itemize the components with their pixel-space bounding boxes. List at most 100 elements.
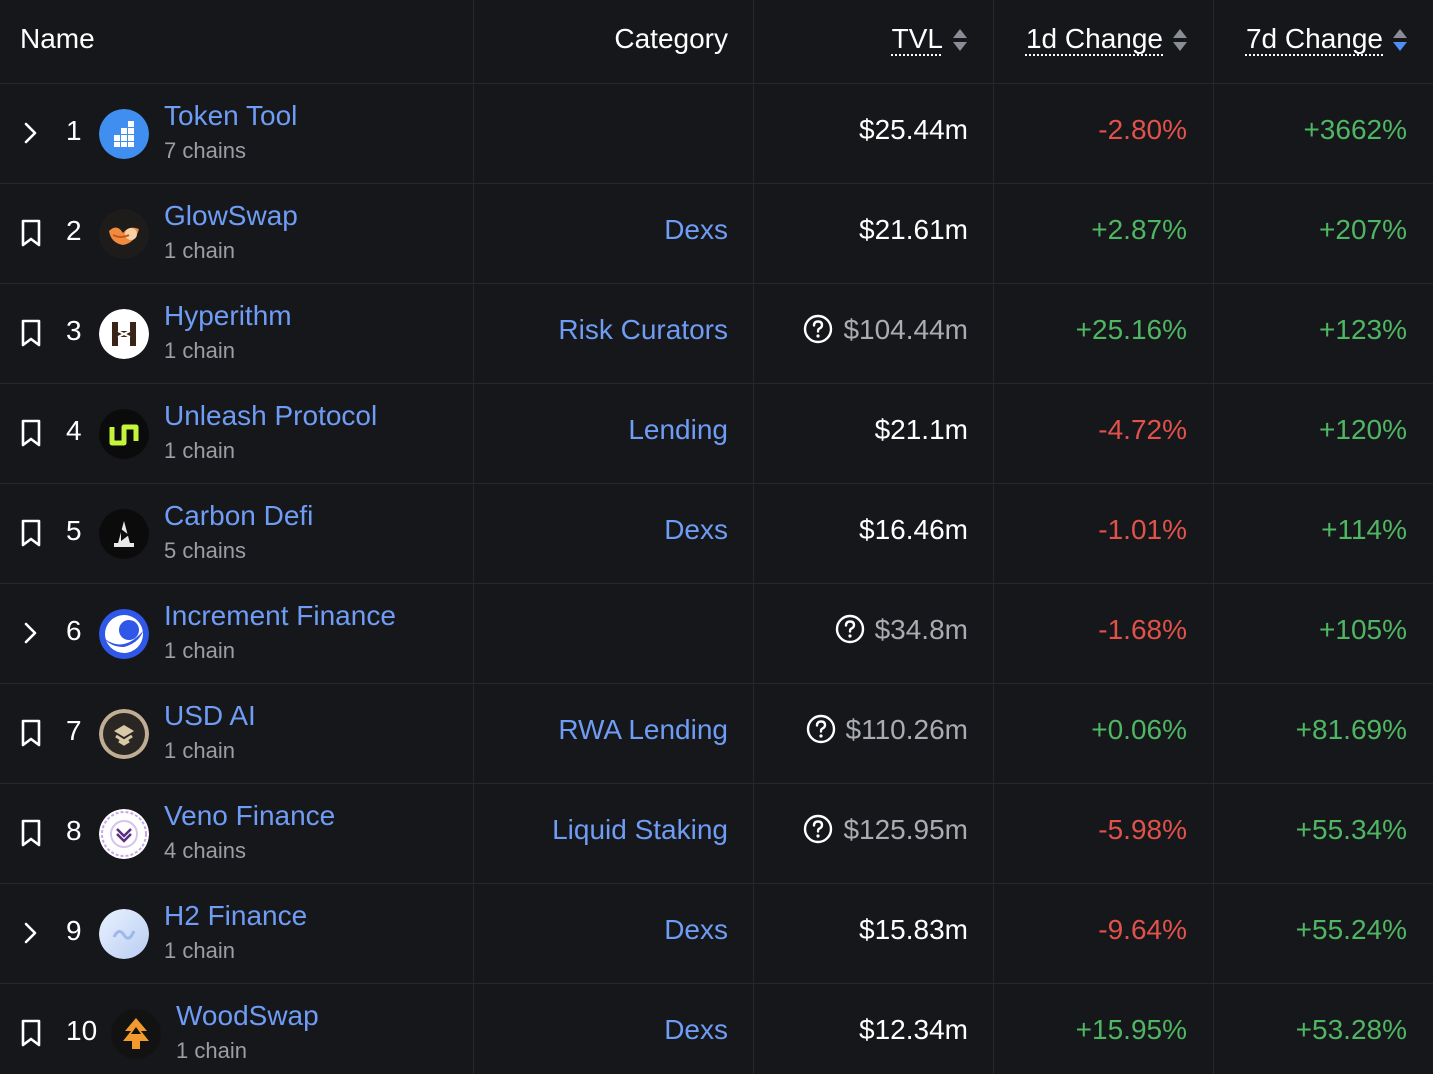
tvl-value: $21.1m [875, 413, 968, 447]
hyperithm-logo [99, 309, 149, 359]
change-1d-value: -9.64% [1098, 914, 1187, 945]
change-1d-value: +2.87% [1091, 214, 1187, 245]
protocol-name-link[interactable]: WoodSwap [176, 1000, 319, 1031]
column-divider [753, 0, 754, 1074]
glowswap-logo [99, 209, 149, 259]
rank-number: 6 [66, 615, 82, 646]
tvl-amount: $21.1m [874, 414, 968, 445]
tvl-amount: $21.61m [859, 214, 968, 245]
header-7d-change-sort[interactable]: 7d Change [1246, 22, 1407, 56]
change-1d-value: -2.80% [1098, 114, 1187, 145]
header-category: Category [614, 23, 728, 54]
change-7d-value: +120% [1319, 414, 1407, 445]
header-1d-change-sort[interactable]: 1d Change [1026, 22, 1187, 56]
bookmark-icon[interactable] [18, 318, 44, 348]
bookmark-icon[interactable] [18, 218, 44, 248]
rank-number: 5 [66, 515, 82, 546]
category-link[interactable]: Dexs [664, 914, 728, 945]
chain-count: 1 chain [164, 938, 235, 963]
rank-number: 8 [66, 815, 82, 846]
bookmark-icon[interactable] [18, 418, 44, 448]
change-7d-value: +114% [1321, 514, 1407, 545]
protocol-name-link[interactable]: Carbon Defi [164, 500, 314, 531]
protocol-name-link[interactable]: USD AI [164, 700, 256, 731]
header-tvl-label: TVL [891, 23, 943, 54]
bookmark-icon[interactable] [18, 518, 44, 548]
change-7d-value: +207% [1319, 214, 1407, 245]
change-1d-value: +0.06% [1091, 714, 1187, 745]
protocol-name-link[interactable]: Unleash Protocol [164, 400, 378, 431]
protocol-name-link[interactable]: Hyperithm [164, 300, 292, 331]
h2-finance-logo [99, 909, 149, 959]
protocol-name-link[interactable]: Increment Finance [164, 600, 396, 631]
bookmark-icon[interactable] [18, 818, 44, 848]
change-7d-value: +123% [1319, 314, 1407, 345]
chain-count: 7 chains [164, 138, 246, 163]
rank-number: 10 [66, 1015, 98, 1046]
category-link[interactable]: Liquid Staking [552, 814, 728, 845]
chain-count: 1 chain [176, 1038, 247, 1063]
tvl-amount: $15.83m [859, 914, 968, 945]
table-row[interactable]: 1 Token Tool 7 chains $25.44m -2.80% +3662% [0, 84, 1433, 184]
table-row[interactable]: 2 GlowSwap 1 chain Dexs $21.61m +2.87% +207% [0, 184, 1433, 284]
tvl-value: $15.83m [859, 913, 968, 947]
header-7d-change-label: 7d Change [1245, 23, 1383, 54]
bookmark-icon[interactable] [18, 718, 44, 748]
rank-number: 3 [66, 315, 82, 346]
table-row[interactable]: 5 Carbon Defi 5 chains Dexs $16.46m -1.01% +11… [0, 484, 1433, 584]
help-circle-icon[interactable] [803, 314, 833, 344]
change-7d-value: +55.34% [1295, 814, 1407, 845]
tvl-value: $125.95m [803, 813, 968, 847]
protocol-name-link[interactable]: H2 Finance [164, 900, 308, 931]
category-link[interactable]: Dexs [664, 214, 728, 245]
change-7d-value: +81.69% [1295, 714, 1407, 745]
category-link[interactable]: Lending [628, 414, 728, 445]
protocol-name-link[interactable]: Token Tool [164, 100, 298, 131]
table-row[interactable]: 6 Increment Finance 1 chain $34.8m -1.68% +10… [0, 584, 1433, 684]
change-7d-value: +105% [1319, 614, 1407, 645]
change-1d-value: -1.68% [1098, 614, 1187, 645]
tvl-amount: $104.44m [843, 314, 968, 345]
tvl-value: $21.61m [859, 213, 968, 247]
bookmark-icon[interactable] [18, 1018, 44, 1048]
protocol-name-link[interactable]: GlowSwap [164, 200, 298, 231]
help-circle-icon[interactable] [803, 814, 833, 844]
table-row[interactable]: 7 USD AI 1 chain RWA Lending $110.26m +0.06% +… [0, 684, 1433, 784]
chain-count: 1 chain [164, 338, 235, 363]
table-row[interactable]: 10 WoodSwap 1 chain Dexs $12.34m +15.95% +53.2… [0, 984, 1433, 1074]
category-link[interactable]: Dexs [664, 514, 728, 545]
tvl-amount: $110.26m [845, 714, 968, 745]
category-link[interactable]: Dexs [664, 1014, 728, 1045]
table-row[interactable]: 4 Unleash Protocol 1 chain Lending $21.1m -4.… [0, 384, 1433, 484]
change-7d-value: +53.28% [1295, 1014, 1407, 1045]
tvl-amount: $25.44m [859, 114, 968, 145]
tvl-amount: $16.46m [859, 514, 968, 545]
change-1d-value: +15.95% [1075, 1014, 1187, 1045]
woodswap-logo [111, 1009, 161, 1059]
header-tvl-sort[interactable]: TVL [892, 22, 967, 56]
chevron-right-icon[interactable] [18, 118, 44, 148]
help-circle-icon[interactable] [835, 614, 865, 644]
chain-count: 1 chain [164, 638, 235, 663]
category-link[interactable]: RWA Lending [558, 714, 728, 745]
rank-number: 9 [66, 915, 82, 946]
sort-icon-active [1393, 28, 1407, 52]
chevron-right-icon[interactable] [18, 618, 44, 648]
header-1d-change-label: 1d Change [1025, 23, 1163, 54]
table-row[interactable]: 9 H2 Finance 1 chain Dexs $15.83m -9.64% +55.2… [0, 884, 1433, 984]
chain-count: 1 chain [164, 438, 235, 463]
protocol-name-link[interactable]: Veno Finance [164, 800, 336, 831]
usd-ai-logo [99, 709, 149, 759]
help-circle-icon[interactable] [806, 714, 836, 744]
chain-count: 4 chains [164, 838, 246, 863]
chain-count: 5 chains [164, 538, 246, 563]
rank-number: 4 [66, 415, 82, 446]
change-7d-value: +3662% [1303, 114, 1407, 145]
chevron-right-icon[interactable] [18, 918, 44, 948]
rank-number: 7 [66, 715, 82, 746]
category-link[interactable]: Risk Curators [558, 314, 728, 345]
table-row[interactable]: 8 Veno Finance 4 chains Liquid Staking $125.… [0, 784, 1433, 884]
tvl-amount: $125.95m [843, 814, 968, 845]
table-row[interactable]: 3 Hyperithm 1 chain Risk Curators $104.44m +2… [0, 284, 1433, 384]
